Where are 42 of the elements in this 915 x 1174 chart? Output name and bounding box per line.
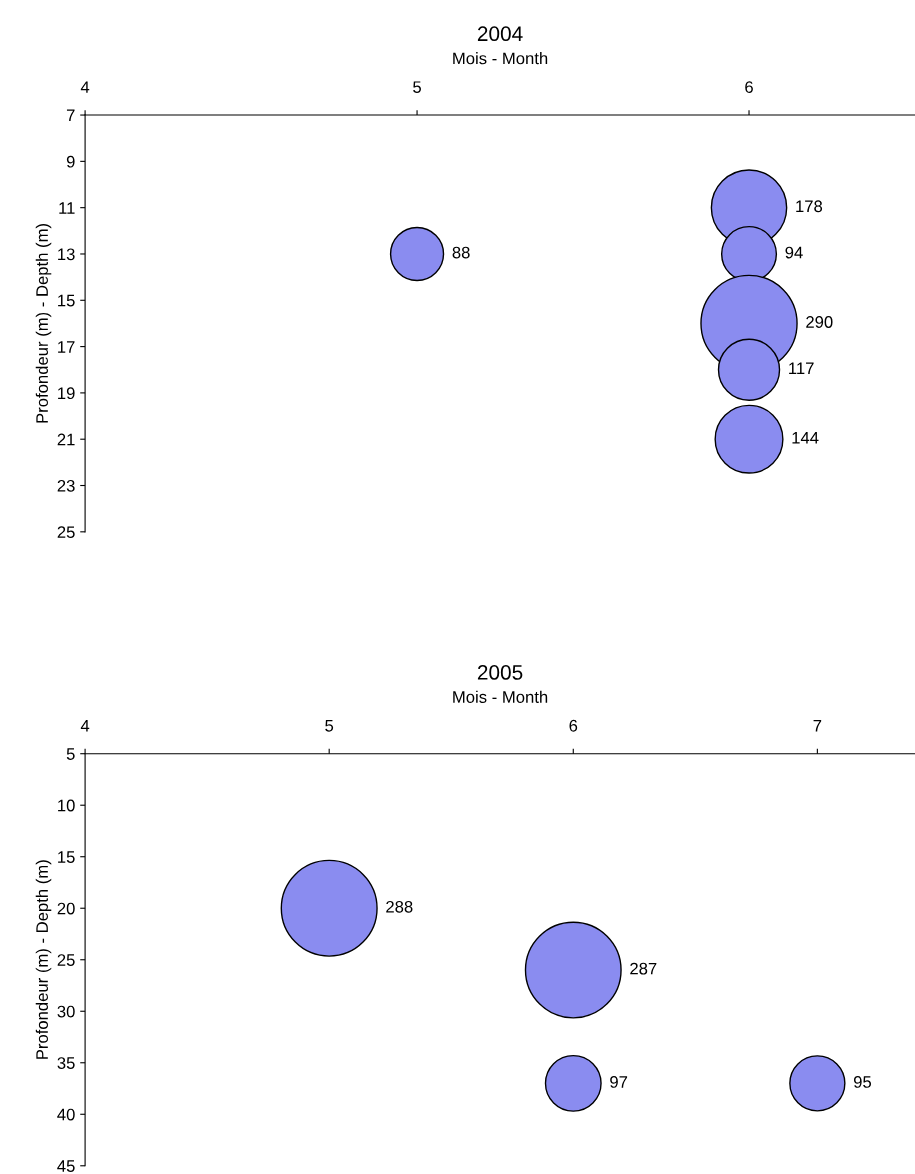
y-tick-label: 23 <box>57 479 75 492</box>
x-tick-label: 4 <box>80 720 90 732</box>
y-tick-label: 13 <box>58 248 75 261</box>
y-tick-label: 20 <box>57 902 75 915</box>
y-tick-label: 10 <box>58 799 75 812</box>
data-label: 178 <box>796 200 823 213</box>
data-label: 95 <box>853 1076 872 1088</box>
y-tick-label: 45 <box>57 1160 75 1172</box>
y-tick-label: 25 <box>57 526 75 539</box>
y-tick-label: 9 <box>66 155 75 168</box>
y-tick-label: 35 <box>57 1057 75 1069</box>
y-tick-label: 19 <box>58 387 75 400</box>
x-tick-label: 5 <box>325 720 334 732</box>
x-axis-title: Mois - Month <box>453 52 548 65</box>
y-tick-label: 40 <box>57 1108 75 1121</box>
x-tick-label: 6 <box>745 81 753 94</box>
data-label: 94 <box>785 246 803 259</box>
chart-title: 2004 <box>477 26 523 42</box>
data-label: 117 <box>789 362 814 375</box>
x-axis-title: Mois - Month <box>453 690 548 703</box>
data-label: 290 <box>806 316 833 328</box>
y-tick-label: 15 <box>58 294 75 307</box>
x-tick-label: 5 <box>413 81 421 94</box>
y-tick-label: 7 <box>66 109 75 122</box>
y-tick-label: 11 <box>59 202 75 214</box>
data-label: 97 <box>610 1076 628 1088</box>
data-label: 144 <box>792 432 819 444</box>
x-tick-label: 6 <box>569 719 578 732</box>
y-tick-label: 17 <box>58 341 75 353</box>
y-tick-label: 21 <box>57 433 75 446</box>
x-tick-label: 7 <box>813 720 822 732</box>
y-axis-title: Profondeur (m) - Depth (m) <box>35 860 52 1059</box>
x-tick-label: 4 <box>80 81 90 93</box>
y-tick-label: 15 <box>58 851 75 863</box>
y-tick-label: 30 <box>57 1005 75 1018</box>
data-label: 288 <box>386 900 413 913</box>
data-label: 287 <box>630 962 657 975</box>
data-label: 88 <box>452 246 470 259</box>
y-tick-label: 5 <box>66 748 75 760</box>
chart-title: 2005 <box>477 665 523 680</box>
y-axis-title: Profondeur (m) - Depth (m) <box>35 223 52 423</box>
y-tick-label: 25 <box>57 954 75 966</box>
